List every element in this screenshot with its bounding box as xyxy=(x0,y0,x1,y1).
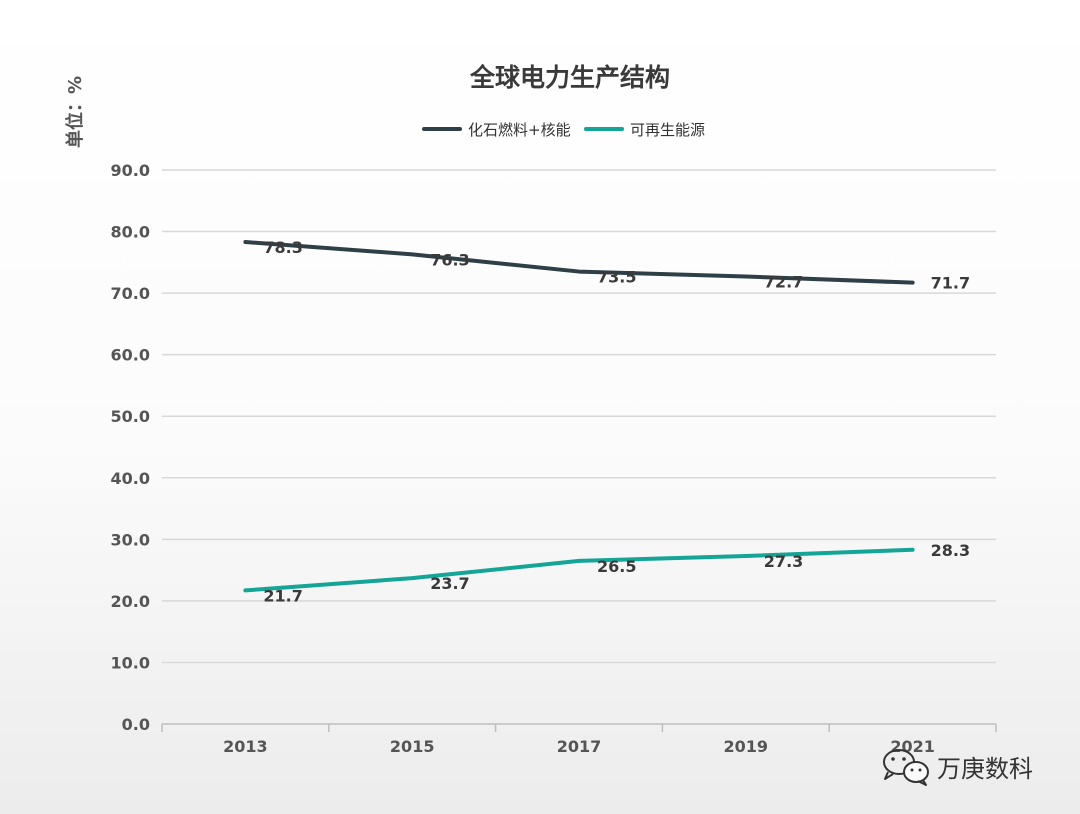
y-tick-label: 30.0 xyxy=(111,530,150,549)
x-tick-label: 2017 xyxy=(557,737,602,756)
series-line-1 xyxy=(243,547,915,593)
legend-label: 可再生能源 xyxy=(630,121,705,139)
x-axis: 2013 2015 2017 2019 2021 xyxy=(161,723,997,756)
series-lines xyxy=(243,240,915,593)
legend-label: 化石燃料+核能 xyxy=(468,121,571,139)
wechat-icon xyxy=(883,749,929,786)
x-tick-label: 2015 xyxy=(390,737,435,756)
data-label: 73.5 xyxy=(597,268,636,287)
watermark: 万庚数科 xyxy=(883,749,1033,786)
y-tick-label: 20.0 xyxy=(111,592,150,611)
y-tick-label: 50.0 xyxy=(111,407,150,426)
data-label: 72.7 xyxy=(764,272,803,291)
y-tick-label: 0.0 xyxy=(122,715,150,734)
y-axis-ticks: 0.0 10.0 20.0 30.0 40.0 50.0 60.0 70.0 80.0 90.0 xyxy=(111,161,150,734)
y-tick-label: 70.0 xyxy=(111,284,150,303)
y-tick-label: 10.0 xyxy=(111,653,150,672)
data-label: 23.7 xyxy=(430,574,469,593)
grid-lines xyxy=(162,169,996,664)
y-tick-label: 80.0 xyxy=(111,223,150,242)
data-label: 71.7 xyxy=(931,274,970,293)
y-axis-unit-label: 单位：% xyxy=(64,76,86,148)
data-label: 21.7 xyxy=(263,586,302,605)
data-label: 76.3 xyxy=(430,250,469,269)
x-tick-label: 2019 xyxy=(724,737,769,756)
y-tick-label: 40.0 xyxy=(111,469,150,488)
x-tick-label: 2013 xyxy=(223,737,268,756)
data-label: 78.3 xyxy=(263,238,302,257)
data-label: 27.3 xyxy=(764,552,803,571)
y-tick-label: 60.0 xyxy=(111,346,150,365)
series-line-0 xyxy=(243,240,915,285)
data-labels: 78.3 76.3 73.5 72.7 71.7 21.7 23.7 26.5 27.3 28.3 xyxy=(263,238,970,605)
y-tick-label: 90.0 xyxy=(111,161,150,180)
chart-title: 全球电力生产结构 xyxy=(469,63,670,92)
data-label: 26.5 xyxy=(597,557,636,576)
watermark-text: 万庚数科 xyxy=(937,755,1033,783)
x-tick-label: 2021 xyxy=(890,737,935,756)
data-label: 28.3 xyxy=(931,541,970,560)
chart-legend: 化石燃料+核能 可再生能源 xyxy=(422,121,705,139)
